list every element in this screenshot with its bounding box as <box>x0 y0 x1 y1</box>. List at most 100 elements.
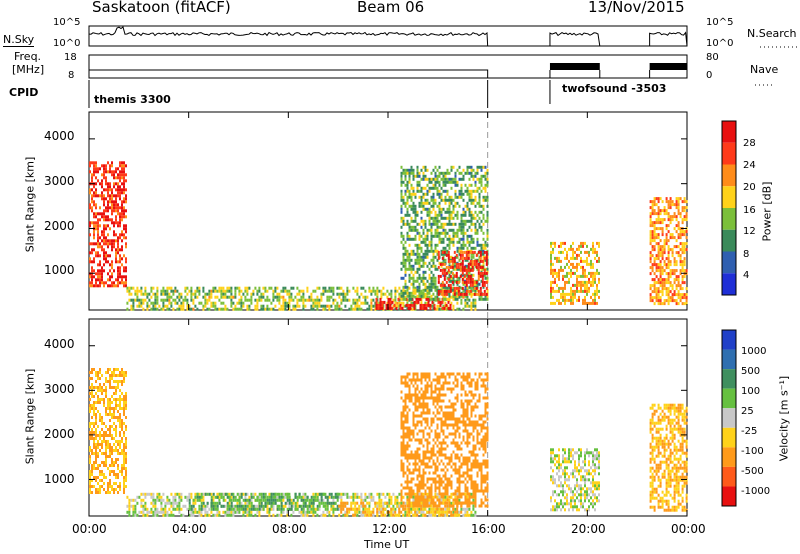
cell <box>268 307 271 311</box>
cell <box>476 189 479 193</box>
cell <box>95 170 97 174</box>
cell <box>456 168 459 172</box>
cell <box>392 507 395 511</box>
cell <box>97 233 99 237</box>
cell <box>580 286 582 290</box>
cell <box>190 307 193 311</box>
cell <box>105 257 107 261</box>
cell <box>152 510 155 514</box>
cell <box>438 213 441 217</box>
cell <box>578 280 580 284</box>
cell <box>380 289 383 293</box>
cell <box>483 271 486 275</box>
cell <box>481 265 484 269</box>
cell <box>588 286 590 290</box>
cell <box>679 263 682 267</box>
cell <box>374 307 377 311</box>
cell <box>446 243 449 247</box>
cell <box>448 498 451 502</box>
cell <box>290 286 293 290</box>
cell <box>556 298 558 302</box>
cell <box>91 467 93 470</box>
cell <box>681 287 684 291</box>
cell <box>376 501 379 505</box>
cell <box>568 277 570 281</box>
cell <box>346 495 349 499</box>
cell <box>105 167 107 171</box>
cell <box>119 266 121 270</box>
cell <box>469 259 472 263</box>
cell <box>115 188 117 192</box>
cell <box>596 259 598 263</box>
cell <box>444 228 447 232</box>
cell <box>472 213 475 217</box>
cell <box>298 504 301 508</box>
cell <box>354 504 357 508</box>
cell <box>669 296 672 300</box>
cell <box>111 164 113 168</box>
cell <box>470 189 473 193</box>
cell <box>434 243 437 247</box>
cell <box>432 255 435 259</box>
cell <box>250 495 253 499</box>
cell <box>162 507 165 511</box>
cell <box>123 281 125 285</box>
cell <box>168 286 171 290</box>
cell <box>596 283 598 287</box>
cell <box>284 492 287 496</box>
cell <box>178 495 181 499</box>
cell <box>121 248 123 252</box>
cell <box>436 295 439 299</box>
cell <box>144 501 147 505</box>
cell <box>160 289 163 293</box>
cell <box>400 297 403 301</box>
cell <box>95 452 97 455</box>
cell <box>478 195 481 199</box>
cell <box>426 231 429 235</box>
cell <box>109 263 111 267</box>
velocity-ytick-2000: 2000 <box>44 427 75 441</box>
cell <box>404 510 407 514</box>
cell <box>444 222 447 226</box>
cell <box>562 292 564 296</box>
cell <box>661 221 664 225</box>
cell <box>412 507 415 511</box>
cell <box>170 510 173 514</box>
cell <box>439 289 442 293</box>
cell <box>368 289 371 293</box>
cell <box>125 179 127 183</box>
cell <box>570 289 572 293</box>
cell <box>250 504 253 508</box>
cell <box>681 260 684 264</box>
cell <box>270 507 273 511</box>
cell <box>456 294 459 298</box>
cell <box>659 239 662 243</box>
cell <box>456 307 459 311</box>
cell <box>420 264 423 268</box>
cell <box>109 239 111 243</box>
cell <box>416 507 419 511</box>
cell <box>230 504 233 508</box>
cell <box>386 504 389 508</box>
cell <box>344 510 347 514</box>
cell <box>444 198 447 202</box>
cell <box>598 256 600 260</box>
cell <box>436 252 439 256</box>
cell <box>578 289 580 293</box>
cell <box>117 224 119 228</box>
cell <box>194 495 197 499</box>
cell <box>146 301 149 305</box>
cell <box>103 215 105 219</box>
cell <box>188 501 191 505</box>
cell <box>659 302 662 306</box>
cell <box>324 304 327 308</box>
cell <box>416 210 419 214</box>
cell <box>276 513 279 517</box>
cell <box>398 504 401 508</box>
cell <box>107 404 109 407</box>
cell <box>552 250 554 254</box>
cell <box>485 271 488 275</box>
cell <box>430 234 433 238</box>
cell <box>91 383 93 386</box>
cell <box>246 510 249 514</box>
